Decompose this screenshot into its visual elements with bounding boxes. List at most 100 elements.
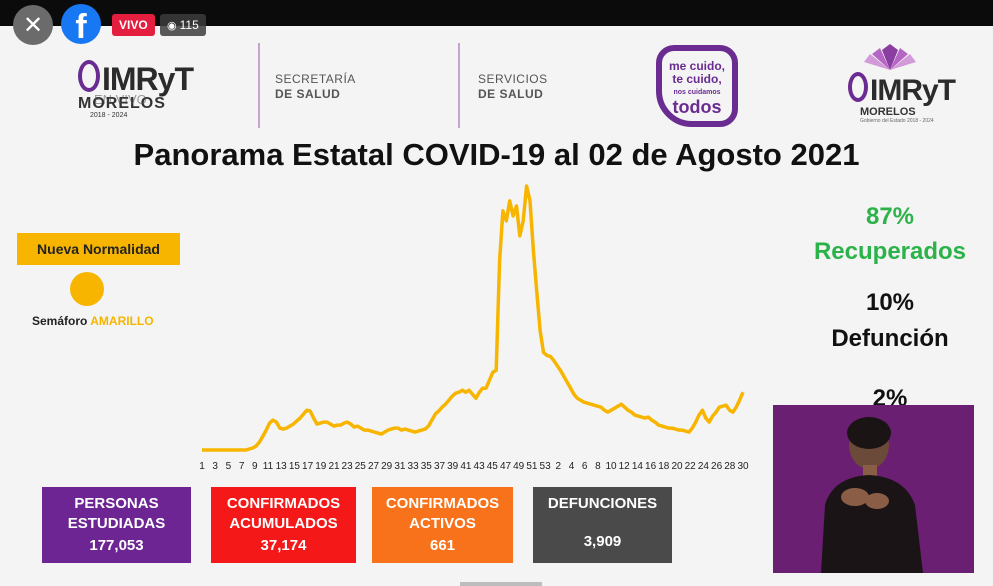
- secretaria-salud-logo: SECRETARÍA DE SALUD: [275, 72, 356, 102]
- box-confirmed-active: CONFIRMADOS ACTIVOS 661: [372, 487, 513, 563]
- live-watermark: EN VIVO: [94, 92, 147, 107]
- x-tick-label: 29: [381, 461, 393, 470]
- x-tick-label: 26: [711, 461, 723, 470]
- box-label1: CONFIRMADOS: [226, 495, 341, 512]
- interpreter-figure-icon: [821, 417, 923, 573]
- header-divider: [258, 43, 260, 128]
- x-tick-label: 23: [342, 461, 354, 470]
- x-tick-label: 37: [434, 461, 446, 470]
- x-tick-label: 53: [540, 461, 552, 470]
- x-tick-label: 25: [355, 461, 367, 470]
- box-value: 177,053: [89, 537, 144, 554]
- x-tick-label: 4: [569, 461, 575, 470]
- page-title: Panorama Estatal COVID-19 al 02 de Agost…: [133, 137, 860, 172]
- x-tick-label: 49: [513, 461, 525, 470]
- box-label1: DEFUNCIONES: [547, 495, 658, 512]
- viewer-count-badge: ◉ 115: [160, 14, 206, 36]
- servicios-salud-logo: SERVICIOS DE SALUD: [478, 72, 548, 102]
- x-tick-label: 17: [302, 461, 314, 470]
- eye-icon: ◉: [167, 20, 177, 32]
- gov2-line1: SERVICIOS: [478, 72, 548, 86]
- logo-right-name: IMRyT: [870, 74, 956, 107]
- box-confirmed-accumulated: CONFIRMADOS ACUMULADOS 37,174: [211, 487, 356, 563]
- x-tick-label: 28: [724, 461, 736, 470]
- x-tick-label: 6: [582, 461, 588, 470]
- imryt-logo-right: IMRyT MORELOS Gobierno del Estado 2018 -…: [848, 42, 968, 124]
- x-tick-label: 20: [671, 461, 683, 470]
- semaphore-label: Semáforo AMARILLO: [32, 314, 154, 328]
- box-label1: PERSONAS: [74, 495, 159, 512]
- box-label2: ESTUDIADAS: [67, 515, 166, 532]
- x-tick-label: 45: [487, 461, 499, 470]
- campaign-line3: nos cuidamos: [673, 89, 721, 96]
- gov1-line2: DE SALUD: [275, 87, 341, 101]
- logo-right-sub: MORELOS: [860, 106, 916, 118]
- campaign-line1: me cuido,: [668, 59, 725, 73]
- semaphore-light-icon: [70, 272, 104, 306]
- box-deaths: DEFUNCIONES 3,909: [533, 487, 672, 563]
- close-icon[interactable]: ✕: [13, 5, 53, 45]
- x-tick-label: 15: [289, 461, 301, 470]
- x-axis-ticks: 1 3 5 7 9 11 13 15 17 19 21 23 25 27 29 31 33 35 37 39 41 43 4…: [199, 461, 749, 470]
- x-tick-label: 39: [447, 461, 459, 470]
- viewer-count: 115: [179, 18, 199, 32]
- box-label2: ACUMULADOS: [229, 515, 338, 532]
- box-value: 661: [429, 537, 456, 554]
- x-tick-label: 13: [276, 461, 288, 470]
- x-tick-label: 3: [212, 461, 218, 470]
- x-tick-label: 31: [394, 461, 406, 470]
- x-tick-label: 16: [645, 461, 657, 470]
- x-tick-label: 51: [526, 461, 538, 470]
- x-tick-label: 18: [658, 461, 670, 470]
- logo-left-name: IMRyT: [102, 61, 194, 97]
- box-label2: ACTIVOS: [409, 515, 476, 532]
- imryt-ring-icon: [78, 60, 100, 92]
- deaths-label: Defunción: [831, 325, 949, 352]
- x-tick-label: 11: [263, 461, 274, 470]
- x-tick-label: 24: [698, 461, 710, 470]
- gov2-line2: DE SALUD: [478, 87, 544, 101]
- box-label1: CONFIRMADOS: [385, 495, 500, 512]
- x-tick-label: 12: [619, 461, 631, 470]
- header-divider: [458, 43, 460, 128]
- x-tick-label: 5: [226, 461, 232, 470]
- logo-left-years: 2018 - 2024: [90, 112, 128, 119]
- x-tick-label: 22: [685, 461, 697, 470]
- box-value: 3,909: [583, 533, 622, 550]
- x-tick-label: 7: [239, 461, 245, 470]
- sign-language-interpreter-video: [773, 405, 974, 573]
- phase-badge: Nueva Normalidad: [17, 233, 180, 265]
- recovered-label: Recuperados: [813, 238, 967, 265]
- cases-series-line: [202, 184, 745, 452]
- recovered-pct: 87%: [865, 203, 915, 230]
- x-tick-label: 9: [252, 461, 258, 470]
- x-tick-label: 14: [632, 461, 644, 470]
- campaign-line2: te cuido,: [672, 72, 722, 86]
- x-tick-label: 30: [737, 461, 749, 470]
- x-tick-label: 27: [368, 461, 380, 470]
- x-tick-label: 10: [605, 461, 617, 470]
- x-tick-label: 2: [556, 461, 562, 470]
- campaign-line4: todos: [672, 97, 722, 117]
- bottom-divider: [460, 582, 542, 586]
- x-tick-label: 33: [408, 461, 420, 470]
- x-tick-label: 47: [500, 461, 512, 470]
- x-tick-label: 1: [199, 461, 205, 470]
- gov1-line1: SECRETARÍA: [275, 72, 356, 86]
- x-tick-label: 35: [421, 461, 433, 470]
- x-tick-label: 41: [460, 461, 472, 470]
- live-badge: VIVO: [112, 14, 155, 36]
- campaign-logo: me cuido, te cuido, nos cuidamos todos: [656, 45, 738, 127]
- box-value: 37,174: [260, 537, 307, 554]
- logo-left-sub: MORELOS: [78, 95, 166, 112]
- deaths-pct: 10%: [865, 289, 915, 316]
- x-tick-label: 19: [315, 461, 327, 470]
- facebook-icon[interactable]: f: [61, 4, 101, 44]
- logo-right-tiny: Gobierno del Estado 2018 - 2024: [860, 118, 934, 124]
- box-people-studied: PERSONAS ESTUDIADAS 177,053: [42, 487, 191, 563]
- imryt-ring-icon: [848, 72, 868, 102]
- semaphore-color-word: AMARILLO: [90, 314, 154, 328]
- imryt-logo-left: IMRyT MORELOS 2018 - 2024 EN VIVO: [78, 60, 198, 119]
- x-tick-label: 21: [328, 461, 340, 470]
- x-tick-label: 43: [474, 461, 486, 470]
